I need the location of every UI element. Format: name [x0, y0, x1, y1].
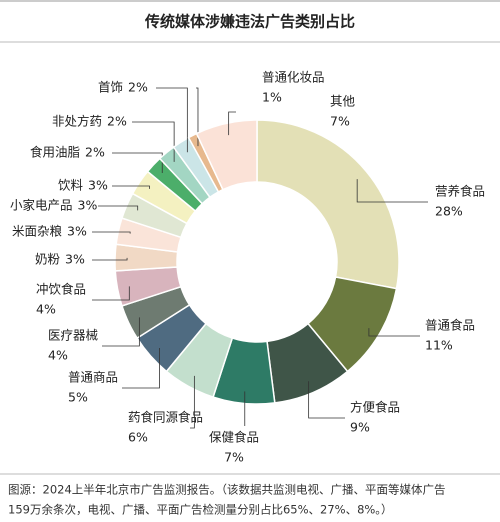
slice-label: 普通商品	[68, 370, 118, 385]
value-label: 7%	[330, 114, 350, 129]
leader-line	[196, 87, 199, 147]
slice-label: 普通化妆品	[262, 70, 325, 85]
slice-label: 其他	[330, 94, 356, 109]
slice-label: 医疗器械	[48, 328, 99, 343]
leader-line	[190, 375, 195, 429]
leader-line	[92, 231, 131, 234]
value-label: 2%	[107, 114, 127, 129]
slice-label: 保健食品	[209, 430, 259, 445]
value-label: 9%	[350, 420, 370, 435]
leader-line	[112, 185, 150, 189]
leader-line	[356, 179, 428, 203]
value-label: 6%	[128, 430, 148, 445]
leader-line	[228, 111, 236, 136]
slice-label: 首饰	[98, 80, 123, 95]
slice-label: 奶粉	[35, 252, 61, 267]
slice	[195, 119, 258, 191]
leader-line	[368, 328, 420, 337]
value-label: 1%	[262, 90, 282, 105]
source: 图源：2024上半年北京市广告监测报告。（该数据共监测电视、广播、平面等媒体广告	[8, 483, 446, 497]
slice	[256, 119, 400, 290]
slice-label: 食用油脂	[30, 145, 80, 160]
value-label: 2%	[128, 80, 148, 95]
slice-label: 方便食品	[350, 400, 400, 415]
value-label: 5%	[68, 390, 88, 405]
value-label: 4%	[48, 348, 68, 363]
leader-line	[98, 205, 139, 211]
value-label: 7%	[224, 450, 244, 465]
value-label: 28%	[435, 204, 463, 219]
slice-label: 普通食品	[425, 318, 475, 333]
value-label: 3%	[78, 198, 98, 213]
leader-line	[92, 257, 128, 261]
value-label: 4%	[36, 302, 56, 317]
slice-label: 小家电产品	[10, 198, 73, 213]
value-label: 3%	[65, 252, 85, 267]
leader-line	[92, 286, 130, 301]
value-label: 3%	[88, 178, 108, 193]
leader-line	[308, 381, 345, 419]
slice-label: 米面杂粮	[12, 224, 63, 239]
value-label: 3%	[67, 224, 87, 239]
leader-line	[102, 317, 140, 347]
slice-label: 饮料	[58, 178, 84, 193]
slice-label: 非处方药	[52, 114, 102, 129]
chart-title: 传统媒体涉嫌违法广告类别占比	[144, 13, 355, 31]
value-label: 11%	[425, 338, 453, 353]
slice-label: 药食同源食品	[128, 410, 203, 425]
source: 159万余条次，电视、广播、平面广告检测量分别占比65%、27%、8%。）	[8, 503, 393, 517]
leader-line	[112, 152, 163, 174]
value-label: 2%	[85, 145, 105, 160]
slice-label: 冲饮食品	[36, 282, 86, 297]
leader-line	[122, 347, 160, 389]
leader-line	[156, 87, 188, 153]
slice-label: 营养食品	[435, 184, 485, 199]
